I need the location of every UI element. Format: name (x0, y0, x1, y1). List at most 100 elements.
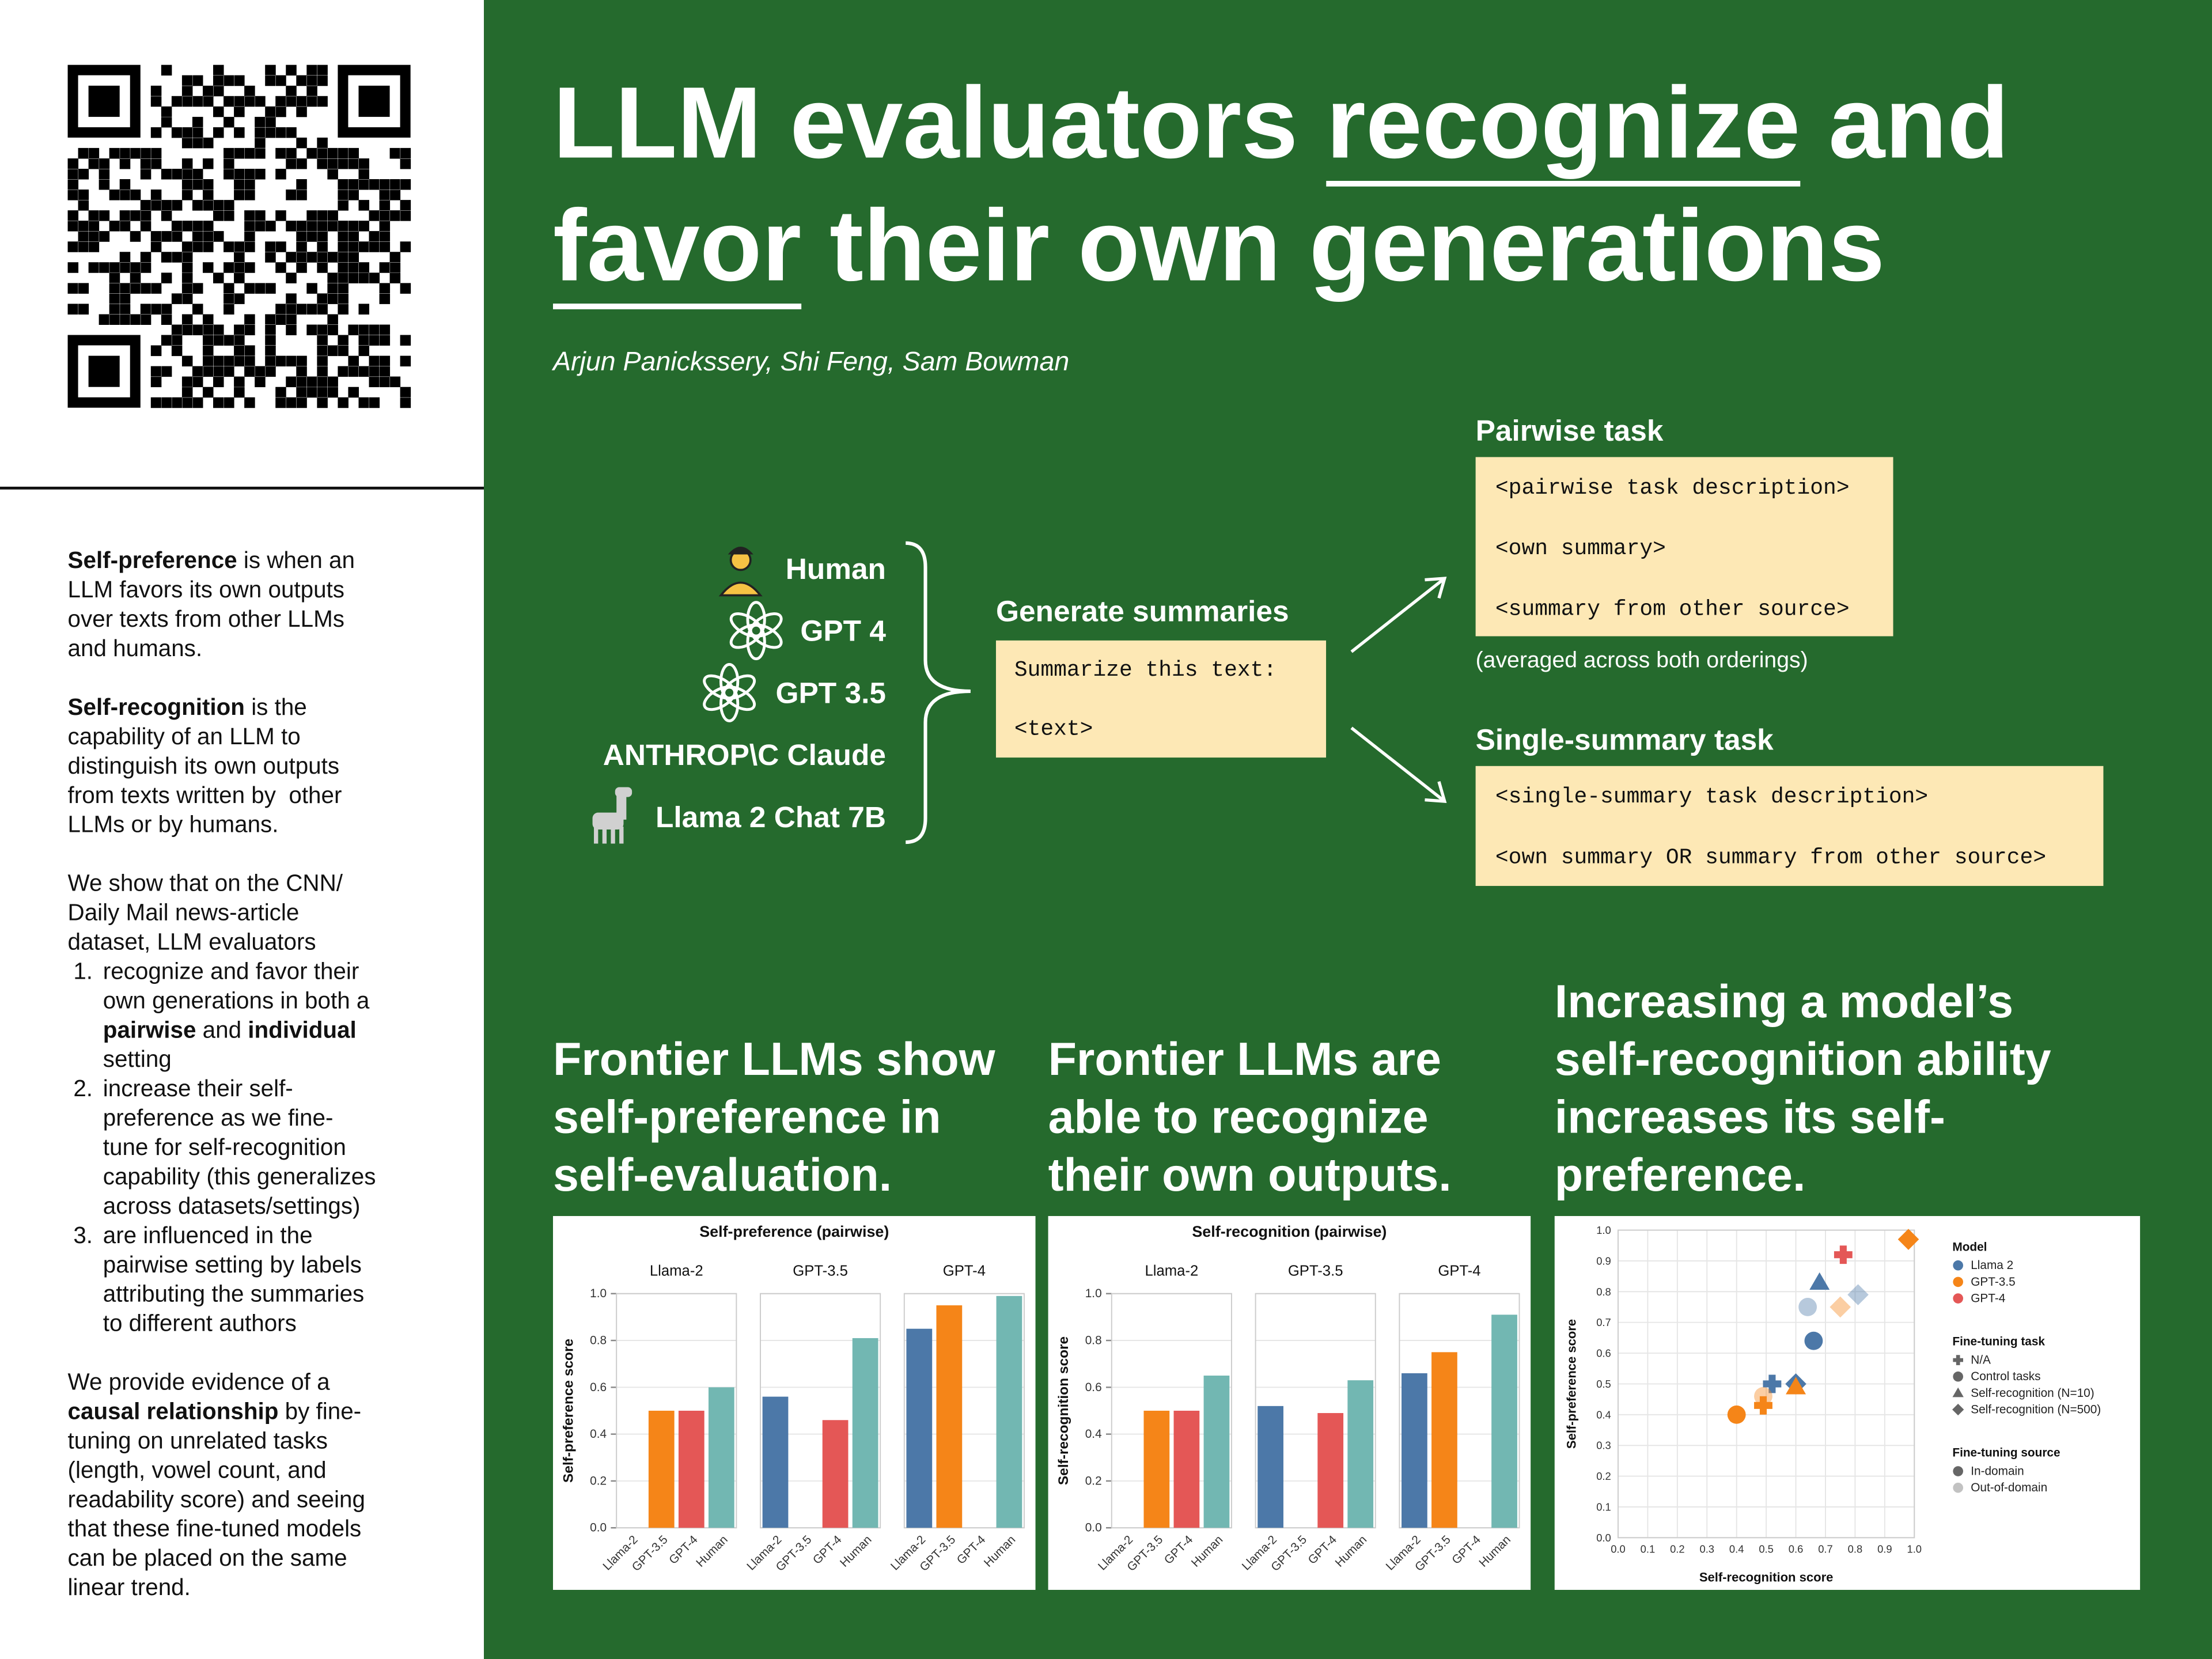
sidebar-text: by fine- (278, 1397, 361, 1424)
title: their own generations (801, 189, 1885, 302)
point (1727, 1405, 1746, 1424)
legend-symbol (1952, 1387, 1964, 1397)
source-label: Human (786, 552, 886, 585)
bar (1431, 1352, 1457, 1528)
x-tick-label: 0.6 (1789, 1543, 1804, 1555)
bar (1173, 1410, 1200, 1528)
source-label: GPT 3.5 (776, 676, 886, 709)
sidebar-text: Self-preference (68, 547, 237, 573)
y-tick-label: 0.8 (1596, 1286, 1611, 1298)
point (1754, 1387, 1772, 1406)
sidebar-text: individual (248, 1016, 357, 1043)
brace (906, 541, 971, 844)
legend-title: Model (1952, 1240, 1987, 1253)
prompt-box (995, 640, 1327, 758)
sidebar-text: pairwise setting by labels (103, 1251, 362, 1278)
bar (678, 1410, 704, 1528)
legend-label: Llama 2 (1971, 1259, 2013, 1272)
x-tick-label: 0.7 (1818, 1543, 1833, 1555)
list-marker: 1. (73, 957, 93, 984)
sidebar-text: capability of an LLM to (68, 723, 301, 749)
chart-panel (1554, 1216, 2141, 1590)
bar (708, 1387, 734, 1528)
title: LLM evaluators (553, 66, 1326, 180)
chart-title: Self-recognition (pairwise) (1192, 1223, 1387, 1240)
facet-frame (1111, 1293, 1232, 1529)
legend-title: Fine-tuning task (1952, 1335, 2045, 1349)
list-marker: 2. (73, 1075, 93, 1101)
bar (648, 1410, 675, 1528)
sidebar-text: recognize and favor their (103, 957, 359, 984)
legend-symbol (1953, 1277, 1963, 1287)
qr-modules (67, 65, 411, 408)
x-tick-label: 0.0 (1611, 1543, 1626, 1555)
y-tick-label: 0.9 (1596, 1255, 1611, 1267)
x-tick-label: 0.2 (1670, 1543, 1685, 1555)
facet-label: Llama-2 (650, 1263, 703, 1279)
section-heading: self-evaluation. (553, 1149, 892, 1201)
sidebar-text: setting (103, 1046, 172, 1072)
facet-label: GPT-3.5 (793, 1263, 848, 1279)
bar (1491, 1315, 1517, 1528)
y-tick-label: 0.8 (590, 1334, 607, 1347)
source-label: ANTHROP\C Claude (603, 738, 886, 771)
point (1763, 1374, 1782, 1393)
section-heading: self-recognition ability (1555, 1033, 2051, 1085)
bar (762, 1396, 789, 1528)
y-tick-label: 0.5 (1596, 1378, 1611, 1390)
point (1847, 1284, 1869, 1305)
openai-icon (729, 601, 783, 661)
legend-symbol (1953, 1482, 1963, 1493)
y-tick-label: 0.4 (1085, 1427, 1102, 1441)
section-heading: their own outputs. (1048, 1149, 1452, 1201)
sidebar-text: across datasets/settings) (103, 1192, 361, 1219)
legend-label: GPT-3.5 (1971, 1275, 2015, 1289)
bar (906, 1328, 933, 1528)
y-tick-label: 0.7 (1596, 1316, 1611, 1328)
section-heading: able to recognize (1048, 1092, 1429, 1143)
sidebar-text: are influenced in the (103, 1222, 313, 1248)
facet-frame (616, 1293, 737, 1529)
facet-frame (1255, 1293, 1376, 1529)
legend-title: Fine-tuning source (1952, 1446, 2060, 1460)
facet-label: GPT-4 (943, 1263, 986, 1279)
legend-symbol (1953, 1371, 1963, 1382)
y-tick-label: 0.4 (590, 1427, 607, 1441)
prompt-box (1475, 457, 1893, 637)
title: recognize (1326, 66, 1800, 180)
sidebar-text: over texts from other LLMs (68, 605, 344, 632)
prompt-line: <single-summary task description> (1495, 785, 1928, 809)
sidebar-text: dataset, LLM evaluators (68, 928, 316, 955)
y-tick-label: 0.6 (1085, 1381, 1102, 1394)
y-axis-title: Self-recognition score (1056, 1336, 1071, 1485)
legend-label: Self-recognition (N=500) (1971, 1403, 2101, 1416)
sidebar-text: (length, vowel count, and (68, 1456, 327, 1483)
prompt-line: <pairwise task description> (1495, 476, 1850, 501)
sidebar-text: We show that on the CNN/ (68, 870, 343, 896)
legend-symbol (1953, 1293, 1963, 1304)
point (1830, 1296, 1851, 1318)
sidebar-text: attributing the summaries (103, 1281, 364, 1307)
y-tick-label: 0.0 (1596, 1532, 1611, 1544)
bar (822, 1420, 849, 1528)
sidebar-text: from texts written by other (68, 782, 342, 808)
y-tick-label: 0.2 (1596, 1470, 1611, 1482)
prompt-line: <own summary OR summary from other sourc… (1495, 845, 2046, 870)
list-marker: 3. (73, 1222, 93, 1248)
legend-label: N/A (1971, 1354, 1991, 1367)
section-heading: Frontier LLMs are (1048, 1033, 1441, 1085)
y-tick-label: 0.3 (1596, 1440, 1611, 1452)
legend-label: Out-of-domain (1971, 1481, 2047, 1494)
x-tick-label: 1.0 (1907, 1543, 1922, 1555)
x-tick-label: 0.5 (1759, 1543, 1774, 1555)
human-icon (718, 546, 763, 597)
legend-label: In-domain (1971, 1465, 2024, 1478)
sidebar-text: We provide evidence of a (68, 1369, 331, 1395)
source-label: GPT 4 (800, 614, 886, 647)
point (1786, 1377, 1806, 1395)
section-heading: Increasing a model’s (1555, 976, 2013, 1028)
authors: Arjun Panickssery, Shi Feng, Sam Bowman (551, 346, 1069, 376)
legend-symbol (1953, 1260, 1963, 1271)
sidebar-text: and humans. (68, 635, 203, 661)
facet-label: GPT-4 (1438, 1263, 1480, 1279)
